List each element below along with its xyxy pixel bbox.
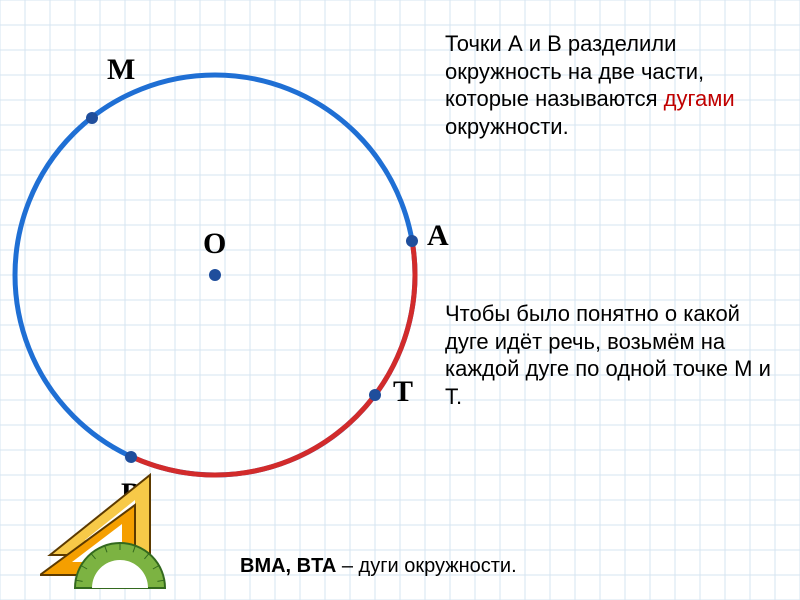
label-A: A	[427, 219, 449, 253]
bottom-caption: BMA, BTA – дуги окружности.	[240, 555, 517, 578]
label-O: O	[203, 227, 226, 261]
label-T: T	[393, 375, 413, 409]
paragraph-2: Чтобы было понятно о какой дуге идёт реч…	[445, 300, 785, 410]
label-M: M	[107, 53, 135, 87]
geometry-tools-icon	[40, 460, 190, 600]
paragraph-1: Точки А и В разделили окружность на две …	[445, 30, 775, 140]
